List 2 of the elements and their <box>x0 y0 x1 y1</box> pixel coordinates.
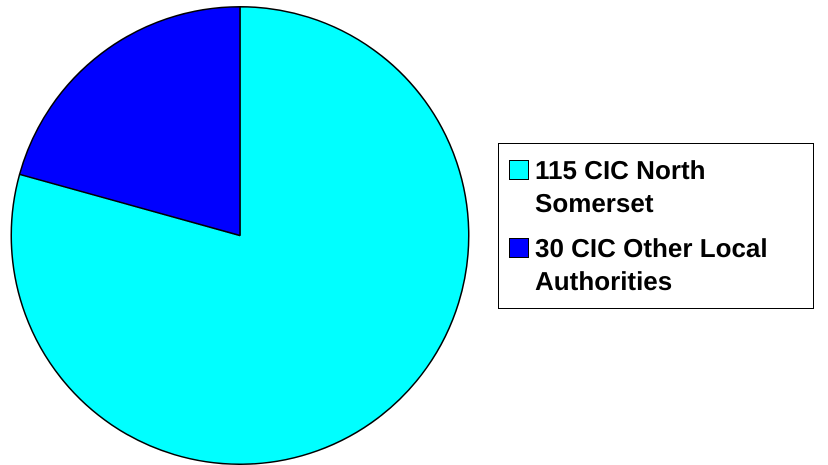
legend-label: 115 CIC North Somerset <box>535 154 706 220</box>
legend-label: 30 CIC Other Local Authorities <box>535 232 769 298</box>
